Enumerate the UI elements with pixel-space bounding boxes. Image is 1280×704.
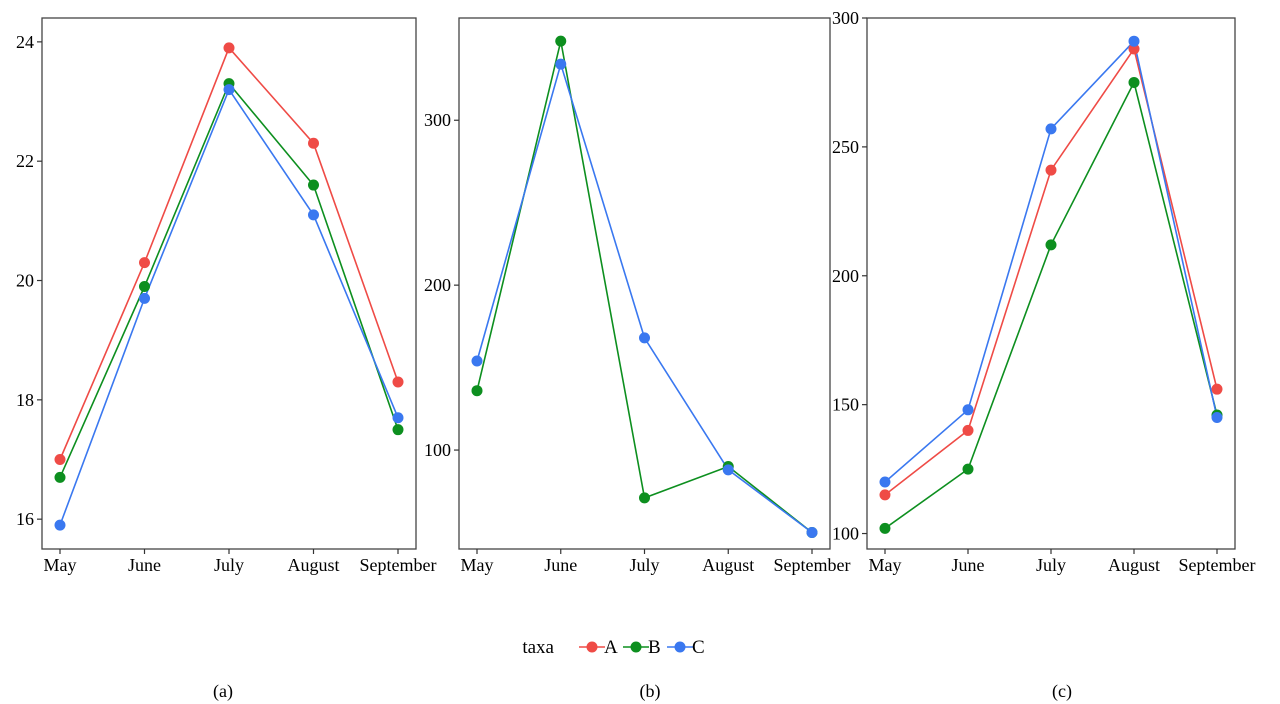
data-point-a [308,137,319,149]
x-tick-label: July [214,555,244,575]
chart-panel-a: 16 18 20 22 24 May June July August September (a) [16,17,437,702]
data-point-c [392,412,404,424]
y-tick-label: 200 [832,266,859,286]
plot-frame [458,17,831,550]
data-point-c [962,404,974,416]
data-point-a [223,42,235,54]
y-tick-label: 100 [424,440,451,460]
x-tick-label: September [774,555,851,575]
data-point-c [54,519,66,531]
x-tick-label: June [544,555,577,575]
x-tick-label: September [1179,555,1256,575]
data-point-b [54,471,66,483]
x-tick-label: May [461,555,494,575]
y-tick-label: 300 [424,110,451,130]
y-tick-label: 20 [16,271,34,291]
data-point-c [555,58,567,70]
x-tick-label: July [629,555,659,575]
x-tick-label: August [702,555,754,575]
legend-label-c: C [692,637,705,658]
legend-label-b: B [648,637,661,658]
y-tick-label: 24 [16,32,34,52]
legend-key-c [674,641,686,653]
plot-frame [866,17,1236,550]
legend-title: taxa [522,637,554,658]
data-point-a [54,454,66,466]
data-point-c [1211,412,1223,424]
data-point-a [392,376,404,388]
y-tick-label: 18 [16,390,34,410]
data-point-b [962,463,974,475]
data-point-b [639,492,650,504]
x-tick-label: May [44,555,77,575]
data-point-a [1128,43,1140,55]
x-tick-label: September [360,555,437,575]
y-tick-label: 300 [832,8,859,28]
data-point-a [962,424,974,436]
legend-key-b [630,641,642,653]
x-tick-label: May [869,555,902,575]
panel-caption: (c) [1052,681,1072,702]
x-tick-label: July [1036,555,1066,575]
chart-panel-c: 100 150 200 250 300 May June July August Septembe… [832,8,1255,702]
legend-key-a [586,641,598,653]
data-point-a [1045,164,1057,176]
data-point-c [308,209,319,221]
x-tick-label: June [128,555,161,575]
data-point-b [139,280,150,292]
data-point-b [308,179,319,191]
data-point-c [139,292,150,304]
y-tick-label: 100 [832,524,859,544]
legend: taxa A B C [522,637,704,658]
y-tick-label: 16 [16,509,34,529]
data-point-b [471,385,483,397]
data-point-a [139,257,150,269]
data-point-c [1045,123,1057,135]
x-tick-label: August [1108,555,1160,575]
data-point-b [1128,76,1140,88]
y-tick-label: 200 [424,275,451,295]
data-point-c [722,464,734,476]
x-tick-label: August [287,555,339,575]
data-point-b [879,522,891,534]
y-tick-label: 150 [832,395,859,415]
data-point-b [392,424,404,436]
plot-frame [41,17,417,550]
data-point-c [879,476,891,488]
data-point-b [1045,239,1057,251]
y-tick-label: 250 [832,137,859,157]
data-point-c [1128,35,1140,47]
chart-panel-b: 100 200 300 May June July August September (b) [424,17,851,702]
data-point-a [1211,383,1223,395]
panel-caption: (b) [640,681,661,702]
data-point-b [555,35,567,47]
x-tick-label: June [952,555,985,575]
data-point-c [471,355,483,367]
legend-label-a: A [604,637,618,658]
data-point-c [639,332,650,344]
data-point-a [879,489,891,501]
panel-caption: (a) [213,681,233,702]
data-point-c [806,527,818,539]
y-tick-label: 22 [16,151,34,171]
data-point-c [223,84,235,96]
